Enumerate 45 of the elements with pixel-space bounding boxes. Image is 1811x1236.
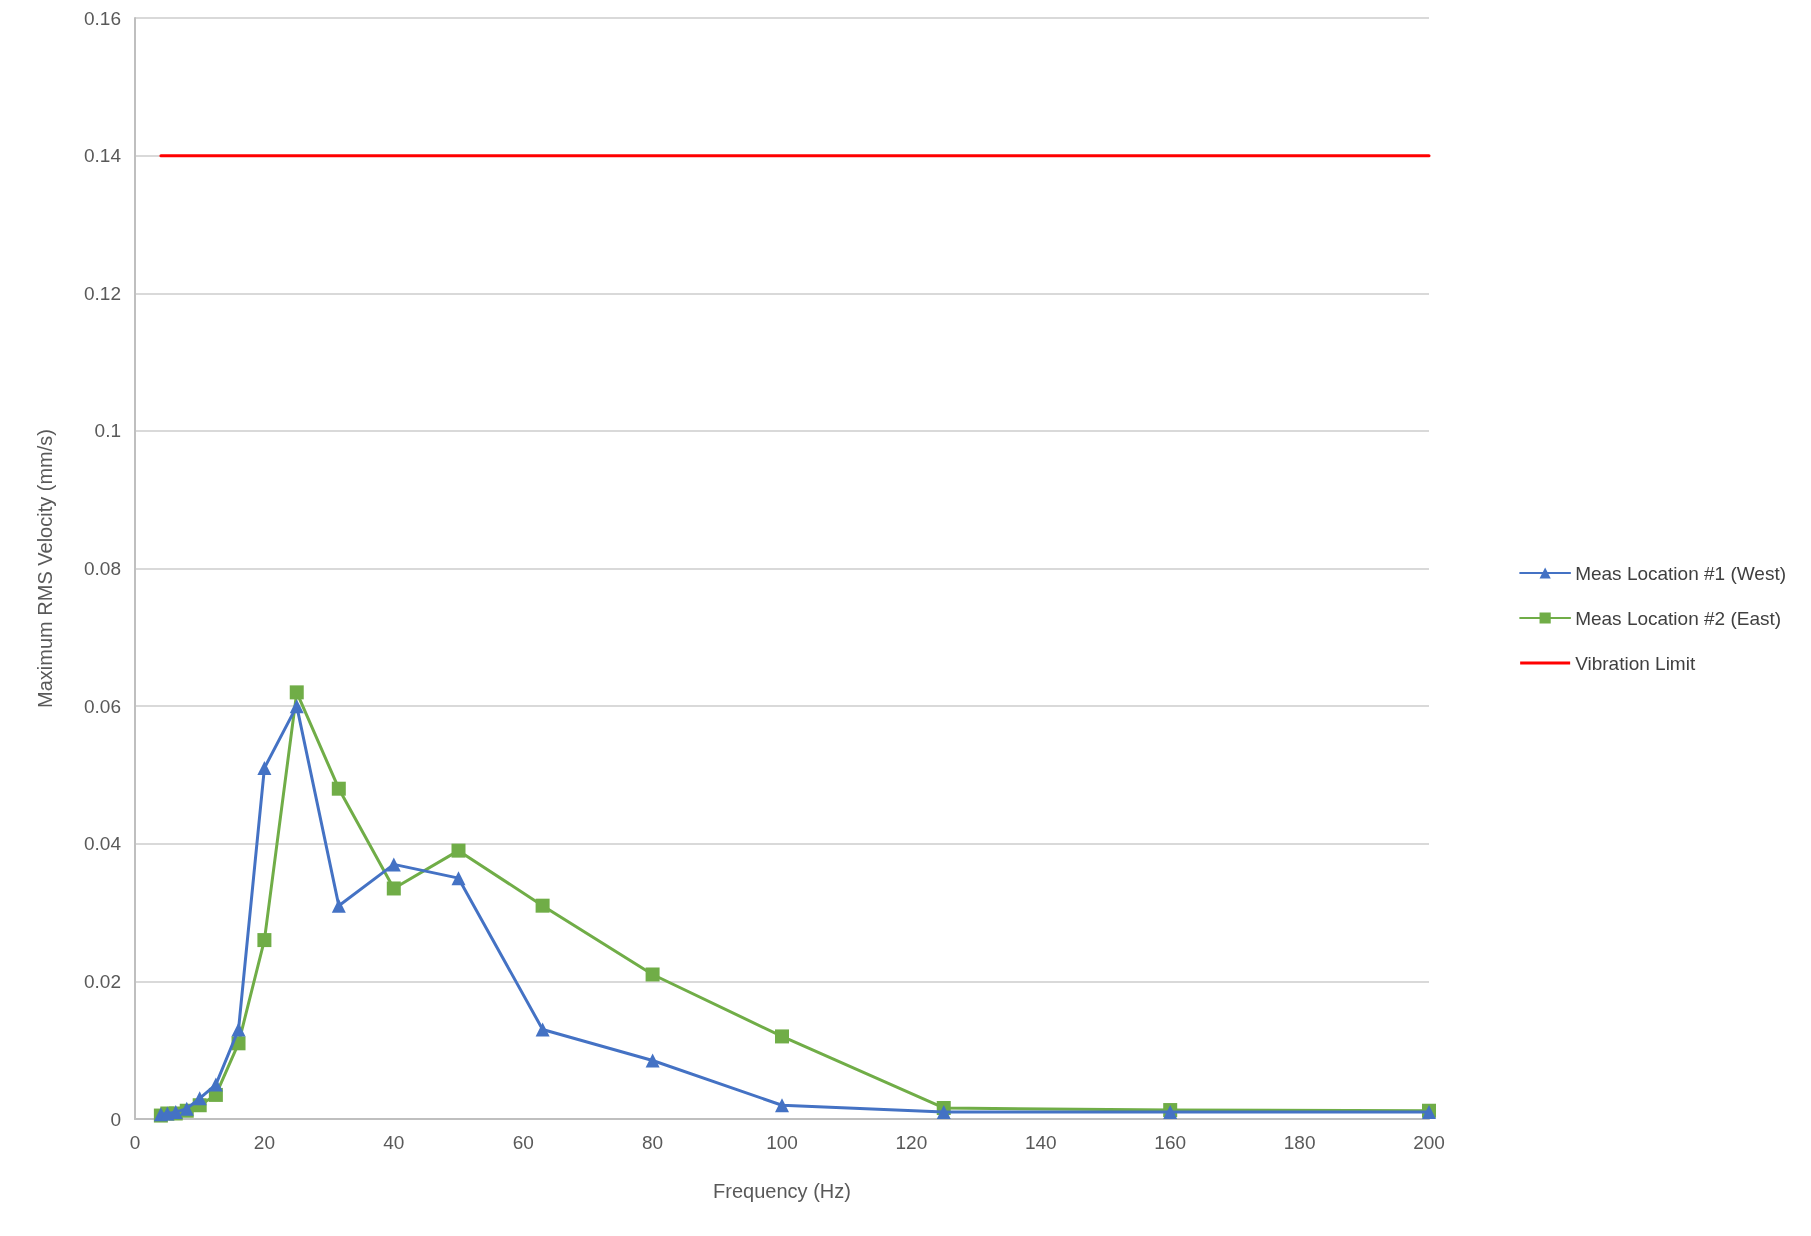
point	[775, 1098, 789, 1113]
point	[645, 1053, 660, 1068]
point	[535, 898, 550, 913]
y-tick-label: 0.1	[94, 420, 121, 442]
point	[386, 881, 401, 896]
x-tick-label: 20	[253, 1132, 275, 1153]
y-tick-label: 0.02	[84, 970, 121, 992]
x-tick-label: 160	[1154, 1132, 1187, 1153]
y-axis-title: Maximum RMS Velocity (mm/s)	[34, 429, 56, 708]
point	[451, 871, 466, 886]
point	[386, 857, 401, 872]
x-tick-label: 80	[642, 1132, 664, 1153]
y-tick-label: 0.08	[84, 558, 121, 579]
point	[451, 843, 466, 858]
x-tick-label: 100	[766, 1132, 798, 1153]
x-tick-label: 140	[1024, 1132, 1057, 1153]
y-tick-label: 0.06	[84, 695, 121, 717]
legend-label: Vibration Limit	[1575, 652, 1696, 674]
point	[775, 1029, 789, 1044]
point	[231, 1022, 246, 1037]
point	[289, 685, 304, 700]
point	[289, 699, 304, 714]
point	[645, 967, 660, 982]
point	[331, 781, 346, 796]
x-tick-label: 40	[383, 1132, 405, 1153]
y-tick-label: 0.04	[84, 833, 122, 855]
x-axis-title: Frequency (Hz)	[713, 1180, 851, 1202]
legend-label: Meas Location #2 (East)	[1575, 607, 1782, 629]
point	[535, 1022, 550, 1037]
x-tick-label: 120	[895, 1132, 928, 1153]
x-tick-label: 180	[1283, 1132, 1316, 1153]
y-tick-label: 0.14	[84, 145, 122, 167]
point	[257, 761, 272, 776]
y-tick-label: 0	[110, 1108, 121, 1130]
y-tick-label: 0.16	[84, 7, 121, 29]
x-tick-label: 200	[1413, 1132, 1445, 1153]
point	[192, 1091, 207, 1106]
x-tick-label: 60	[512, 1132, 534, 1153]
y-tick-label: 0.12	[84, 282, 121, 304]
x-tick-label: 0	[129, 1132, 141, 1153]
point	[936, 1105, 951, 1120]
legend-label: Meas Location #1 (West)	[1575, 562, 1786, 584]
point	[257, 933, 272, 948]
point	[208, 1077, 223, 1092]
point	[331, 898, 346, 913]
